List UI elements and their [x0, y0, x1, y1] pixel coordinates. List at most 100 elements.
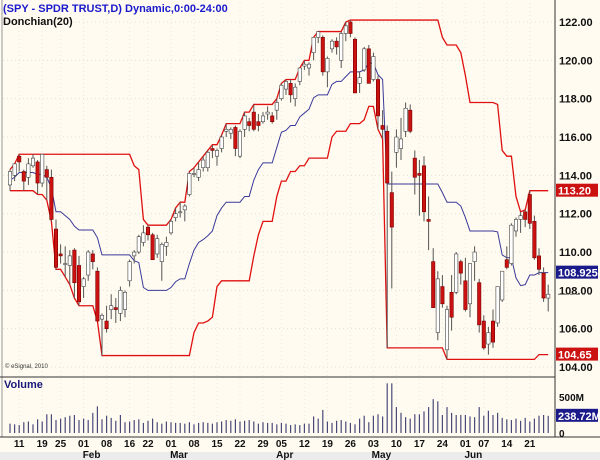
candle: [495, 286, 500, 327]
candle-body: [435, 278, 440, 333]
candle-body: [100, 315, 105, 320]
candle: [210, 144, 215, 159]
candle: [435, 271, 440, 341]
candle-body: [541, 272, 546, 299]
x-tick-label: 01: [460, 439, 472, 450]
volume-last-label-bg: [556, 408, 598, 422]
candle: [150, 232, 155, 261]
y-tick-label: 120.00: [559, 55, 593, 67]
candle: [118, 286, 123, 322]
x-tick-label: 29: [257, 439, 269, 450]
candle-body: [394, 136, 399, 153]
candle: [233, 125, 238, 157]
candle-body: [343, 25, 348, 34]
candle-body: [109, 305, 114, 310]
candle-body: [311, 37, 316, 53]
donchian-lower-line: [10, 105, 549, 361]
candle: [260, 112, 265, 124]
candle: [224, 123, 229, 138]
month-label: May: [372, 450, 392, 460]
candle: [421, 156, 426, 222]
volume-last-label: 238.72M: [558, 411, 600, 423]
candle: [440, 275, 445, 308]
candle-body: [53, 228, 58, 268]
candle: [201, 156, 206, 172]
candle-body: [159, 244, 164, 262]
x-tick-label: 26: [345, 439, 357, 450]
candle: [265, 106, 270, 120]
x-tick-label: 22: [234, 439, 246, 450]
candle-body: [265, 111, 270, 115]
candle: [329, 39, 334, 53]
candle: [196, 161, 201, 182]
candle-body: [403, 107, 408, 132]
candle-body: [357, 77, 362, 84]
candle: [132, 250, 137, 264]
candle-body: [375, 79, 380, 117]
candle: [270, 112, 275, 124]
candle-body: [40, 153, 45, 184]
candle: [297, 67, 302, 86]
x-tick-label: 19: [322, 439, 334, 450]
candle: [366, 45, 371, 84]
candle-body: [513, 219, 518, 232]
candle: [159, 242, 164, 281]
candle-body: [472, 251, 477, 262]
candle-body: [8, 171, 13, 186]
x-tick-label: 12: [299, 439, 311, 450]
candle: [53, 219, 58, 270]
indicator-label: Donchian(20): [3, 16, 73, 28]
candle-body: [192, 173, 197, 175]
candle: [371, 52, 376, 82]
candle: [178, 202, 183, 218]
upper-band-label-bg: [556, 183, 598, 197]
x-tick-label: 07: [478, 439, 490, 450]
candle-body: [141, 232, 146, 243]
candle-body: [21, 171, 26, 182]
candle-body: [164, 242, 169, 247]
candle: [247, 117, 252, 132]
candle-body: [260, 115, 265, 122]
candle: [238, 129, 243, 159]
candle: [463, 257, 468, 312]
candle-body: [247, 121, 252, 126]
candle-body: [274, 102, 279, 111]
candle-body: [30, 157, 35, 167]
month-label: Apr: [276, 450, 293, 460]
candle-body: [334, 40, 339, 48]
candle-body: [348, 21, 353, 34]
candle: [242, 112, 247, 138]
candle-body: [454, 253, 459, 293]
x-tick-label: 08: [188, 439, 200, 450]
copyright: © eSignal, 2010: [5, 364, 48, 370]
candle: [385, 125, 390, 348]
x-tick-label: 10: [391, 439, 403, 450]
candle-body: [339, 33, 344, 61]
candle: [21, 169, 26, 191]
candle-body: [467, 263, 472, 305]
candle-body: [17, 155, 22, 163]
candle: [17, 154, 22, 172]
candle: [173, 207, 178, 222]
middle-band-label-bg: [556, 265, 598, 279]
candle-body: [398, 138, 403, 149]
candle: [444, 305, 449, 360]
candle: [100, 313, 105, 356]
candle: [348, 20, 353, 38]
donchian-upper-line: [9, 19, 549, 226]
candle-body: [302, 63, 307, 67]
candle-body: [155, 238, 160, 255]
candle-body: [458, 261, 463, 274]
candle-body: [440, 286, 445, 305]
candle-body: [297, 67, 302, 82]
candle-body: [72, 249, 77, 284]
candle: [155, 234, 160, 258]
candle: [417, 160, 422, 216]
candle-body: [481, 320, 486, 349]
candle: [136, 234, 141, 254]
candle-body: [504, 259, 509, 268]
candle-body: [431, 261, 436, 308]
y-tick-label: 118.00: [559, 94, 592, 106]
